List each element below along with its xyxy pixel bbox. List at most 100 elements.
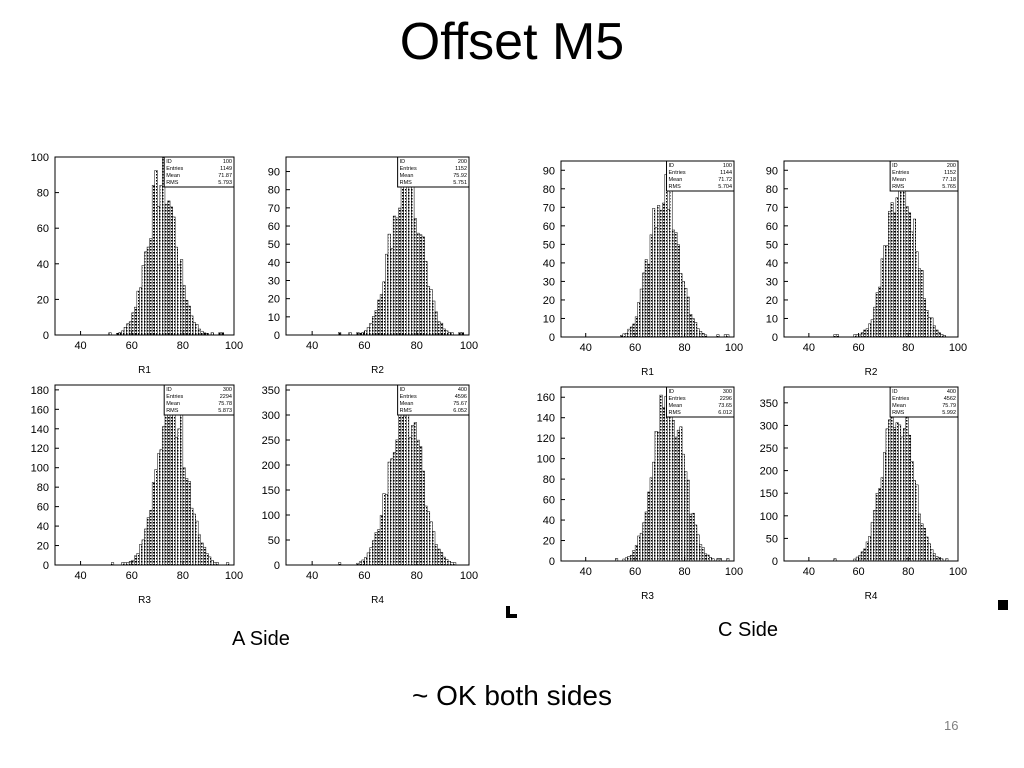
panel-5-frame xyxy=(560,160,735,338)
panel-5-bar xyxy=(657,205,661,338)
panel-3-bar xyxy=(154,469,158,566)
panel-1-stats-value: 1149 xyxy=(220,166,232,172)
panel-4-bar xyxy=(379,515,383,566)
panel-3-bar xyxy=(151,482,155,566)
panel-2-bar xyxy=(387,233,391,336)
panel-2-bar xyxy=(398,207,402,336)
panel-3-stats-value: 300 xyxy=(223,387,232,393)
panel-4-stats-value: 400 xyxy=(458,387,467,393)
c-side-caption: C Side xyxy=(718,619,779,641)
panel-1-xlabel: R1 xyxy=(138,365,151,376)
panel-2-bar xyxy=(445,330,449,336)
panel-7-bar xyxy=(681,453,685,562)
panel-3-bar xyxy=(205,553,209,566)
panel-1-bar xyxy=(149,238,153,336)
panel-4-xlabel: R4 xyxy=(371,595,384,606)
panel-1-frame xyxy=(54,156,235,336)
panel-2-bar xyxy=(382,281,386,336)
panel-5-stats-value: 1144 xyxy=(720,170,732,176)
panel-6-xlabel: R2 xyxy=(865,367,878,378)
panel-1-bar xyxy=(169,206,173,336)
panel-7-bar xyxy=(654,431,658,562)
panel-1-bar xyxy=(121,330,125,336)
panel-2-bar xyxy=(392,215,397,336)
panel-8-bar xyxy=(888,419,892,562)
panel-7-bar xyxy=(637,535,641,562)
corner-mark-left xyxy=(506,606,510,618)
panel-4-bar xyxy=(408,437,412,566)
panel-6-ytick-label: 30 xyxy=(766,276,778,288)
panel-2-stats-value: 75.92 xyxy=(453,173,467,179)
panel-1-bar xyxy=(172,216,176,336)
panel-1-bar xyxy=(123,327,127,336)
panel-1-bar xyxy=(182,285,186,336)
panel-1-ytick-label: 20 xyxy=(37,294,49,306)
panel-7-stats-value: 300 xyxy=(723,389,732,395)
panel-2-bar xyxy=(379,294,383,336)
panel-3-stats-key: RMS xyxy=(166,408,179,414)
panel-4-xtick-label: 80 xyxy=(411,570,423,582)
panel-6-bar xyxy=(913,218,916,338)
panel-2-stats-value: 200 xyxy=(458,159,467,165)
panel-1-bar xyxy=(144,251,148,336)
panel-3-ytick-label: 100 xyxy=(31,463,49,475)
panel-7-bar xyxy=(662,407,666,562)
panel-8-stats-value: 5.992 xyxy=(942,410,956,416)
panel-8-ytick-label: 150 xyxy=(760,488,778,500)
panel-3-bar xyxy=(174,436,178,566)
panel-6-ytick-label: 40 xyxy=(766,258,778,270)
panel-6-stats-box xyxy=(889,160,959,192)
panel-2-stats-box xyxy=(397,156,470,188)
panel-8-bar xyxy=(898,424,902,562)
panel-2-bar xyxy=(372,316,376,336)
panel-6-xtick-label: 80 xyxy=(902,342,914,354)
panel-5-bar xyxy=(629,326,633,338)
panel-6-bar xyxy=(925,310,929,338)
panel-2-bar xyxy=(421,236,425,336)
panel-4-ytick-label: 100 xyxy=(262,510,280,522)
panel-1-bar xyxy=(141,265,145,336)
panel-7-ytick-label: 140 xyxy=(537,413,555,425)
panel-6-bar xyxy=(875,292,879,338)
panel-8-stats-value: 400 xyxy=(947,389,956,395)
panel-3-stats-value: 5.873 xyxy=(218,408,232,414)
panel-4-stats-box xyxy=(397,384,470,416)
panel-2-xlabel: R2 xyxy=(371,365,384,376)
panel-8-bar xyxy=(913,480,916,562)
panel-3-bar xyxy=(164,395,168,566)
panel-7-bar xyxy=(649,477,653,562)
panel-4-bar xyxy=(416,439,420,566)
panel-4-ytick-label: 0 xyxy=(274,560,280,572)
panel-4-ytick-label: 50 xyxy=(268,535,280,547)
panel-8-bar xyxy=(895,422,899,562)
panel-8-bar xyxy=(937,557,941,562)
panel-6-bar xyxy=(908,212,912,338)
panel-4-bar xyxy=(445,559,449,566)
panel-2-stats-key: RMS xyxy=(400,180,413,186)
panel-5-bar xyxy=(667,209,670,338)
panel-8-bar xyxy=(927,543,931,562)
panel-4-bar xyxy=(434,544,438,566)
panel-7-bar xyxy=(664,395,668,562)
panel-7-bar xyxy=(676,429,680,562)
panel-3-bar xyxy=(167,402,171,566)
panel-8-bar xyxy=(932,553,936,562)
panel-4-bar xyxy=(411,425,415,566)
panel-7-bar xyxy=(657,431,661,562)
panel-3-bar xyxy=(187,481,191,566)
panel-2-xtick-label: 100 xyxy=(460,340,478,352)
panel-4-bar xyxy=(382,493,386,566)
panel-1-stats-value: 100 xyxy=(223,159,232,165)
panel-6-ytick-label: 10 xyxy=(766,313,778,325)
panel-1-bar xyxy=(187,305,191,336)
panel-2-stats-key: Mean xyxy=(400,173,414,179)
panel-2-frame xyxy=(285,156,470,336)
a-side-caption: A Side xyxy=(232,628,290,650)
panel-3-bar xyxy=(185,478,189,566)
panel-4-ytick-label: 350 xyxy=(262,385,280,397)
panel-2-ytick-label: 30 xyxy=(268,276,280,288)
panel-5-stats-value: 71.72 xyxy=(718,177,732,183)
panel-5-bar xyxy=(701,333,705,338)
panel-4-xtick-label: 40 xyxy=(306,570,318,582)
panel-8-xlabel: R4 xyxy=(865,591,878,602)
